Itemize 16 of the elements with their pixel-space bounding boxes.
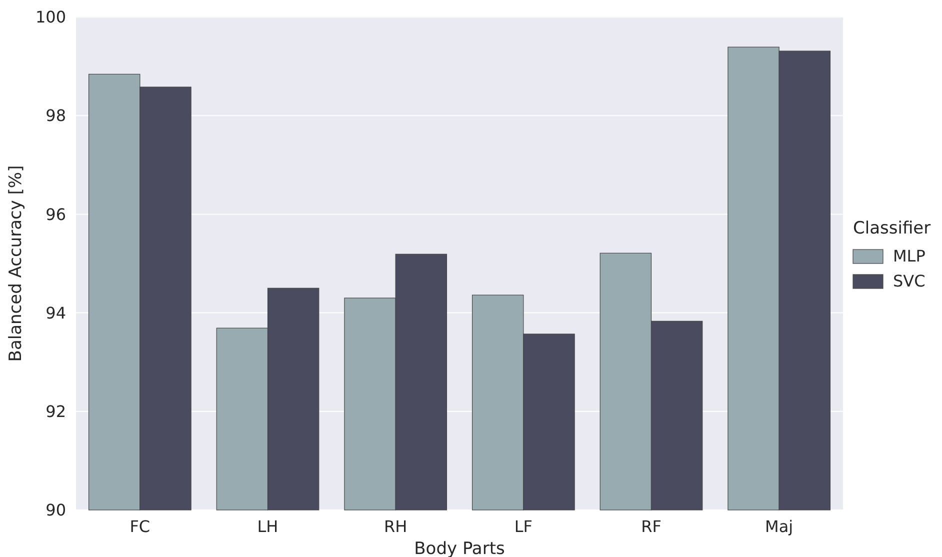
x-tick-label: LF — [514, 517, 532, 536]
x-tick-label: RH — [384, 517, 408, 536]
x-tick-label: Maj — [765, 517, 794, 536]
x-tick-label: LH — [257, 517, 278, 536]
y-tick-label: 100 — [35, 8, 66, 27]
y-tick-label: 96 — [46, 204, 66, 224]
legend-label: MLP — [893, 246, 926, 266]
y-tick-label: 92 — [46, 402, 66, 421]
x-tick-label: FC — [130, 517, 150, 536]
legend-title: Classifier — [853, 218, 931, 238]
y-tick-label: 98 — [46, 106, 66, 126]
y-tick-label: 90 — [46, 500, 66, 520]
y-tick-label: 94 — [46, 303, 66, 322]
legend-label: SVC — [893, 272, 926, 290]
y-axis-title: Balanced Accuracy [%] — [6, 165, 26, 362]
x-tick-label: RF — [641, 517, 662, 536]
